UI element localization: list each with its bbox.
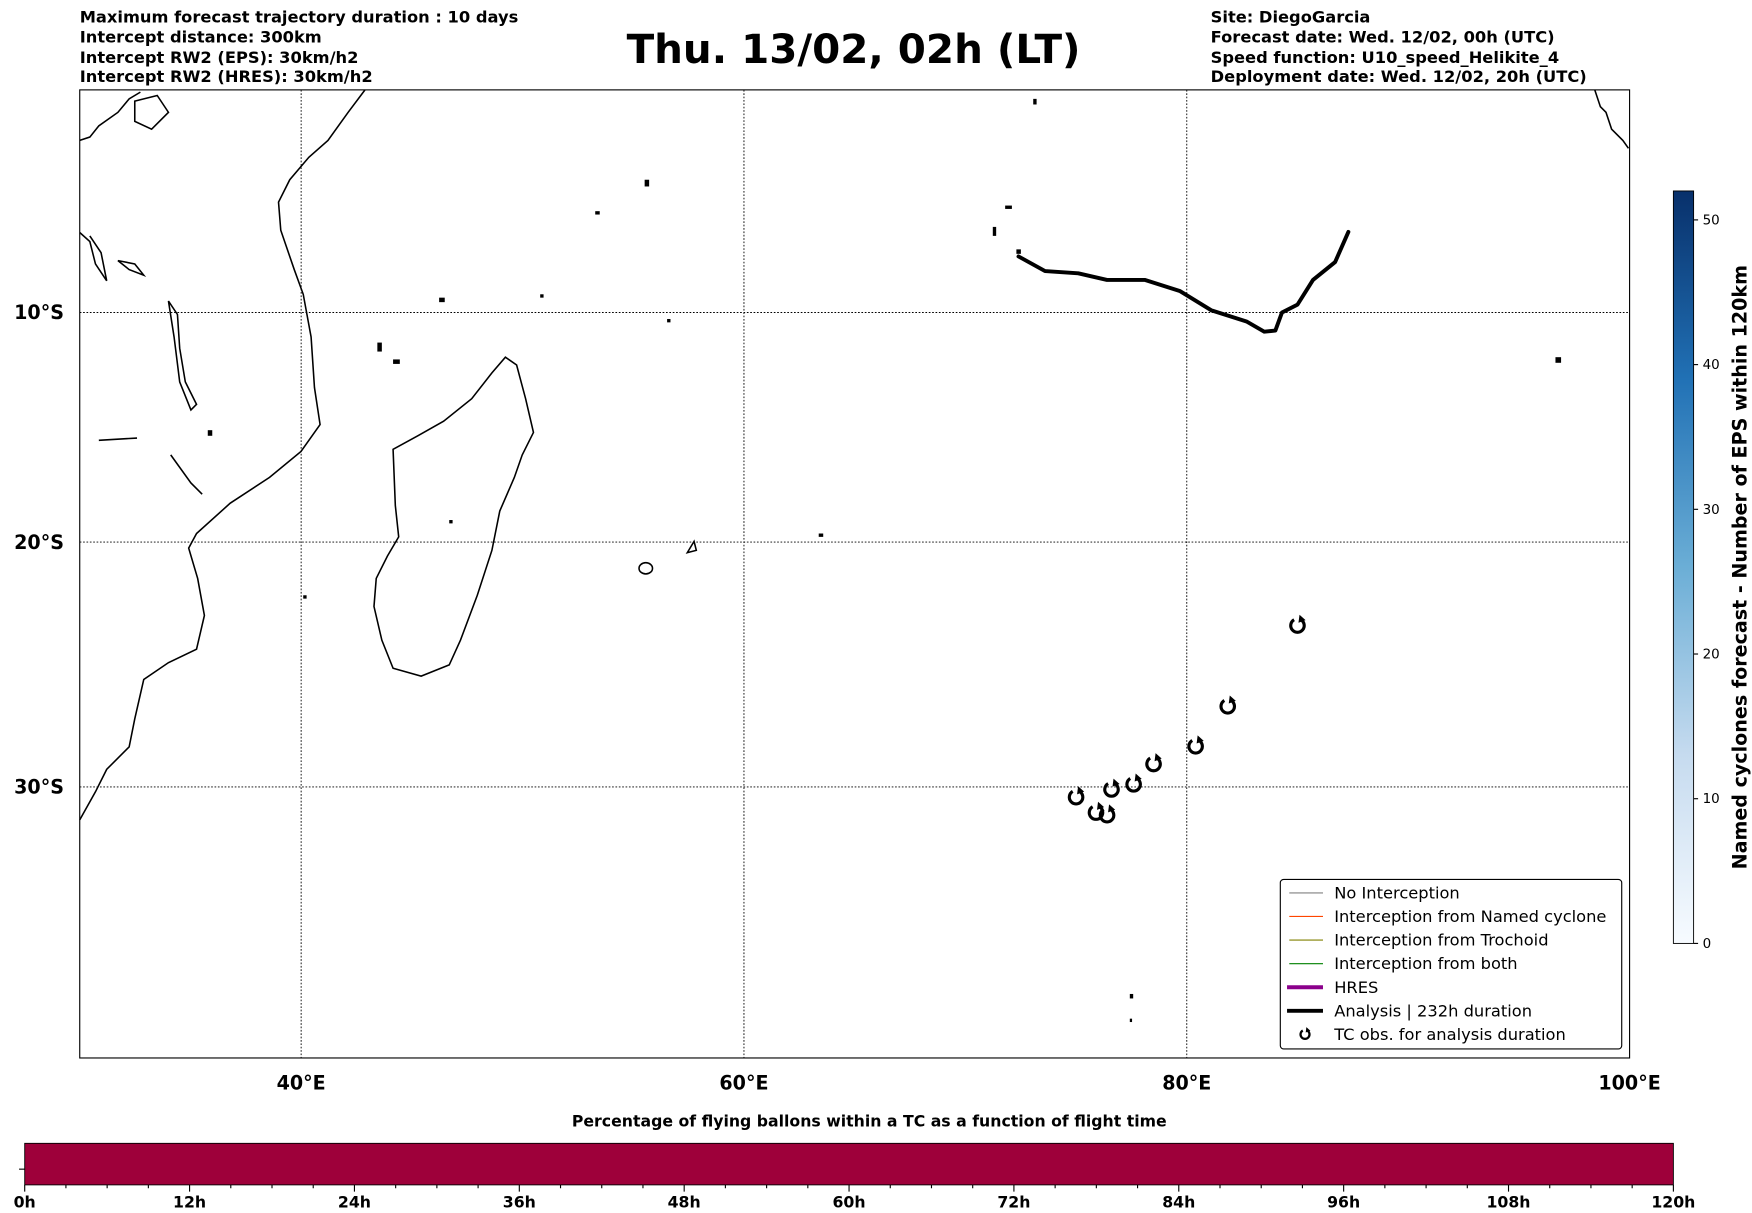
figure-title: Thu. 13/02, 02h (LT): [627, 25, 1081, 73]
colorbar-tick-label: 0: [1703, 936, 1712, 952]
tc-obs-marker-arrowhead: [1112, 778, 1120, 787]
legend-label: No Interception: [1334, 884, 1460, 903]
legend-label: TC obs. for analysis duration: [1333, 1025, 1566, 1044]
colorbar-tick-label: 20: [1703, 647, 1720, 663]
header-right: Site: DiegoGarcia Forecast date: Wed. 12…: [1211, 8, 1587, 87]
y-tick-label: 30°S: [14, 776, 64, 799]
coast-misc: [98, 437, 203, 495]
flight-time-tick-label: 12h: [173, 1192, 206, 1211]
small-islands: [207, 98, 1562, 1023]
colorbar-ticks: 0 10 20 30 40 50: [1693, 212, 1720, 952]
legend-box: [1279, 878, 1623, 1050]
tc-obs-marker-icon: [1103, 778, 1120, 798]
y-tick-label: 20°S: [14, 531, 64, 554]
header-intercept-distance: Intercept distance: 300km: [80, 28, 322, 47]
tc-obs-marker-arrowhead: [1077, 786, 1085, 795]
tc-obs-layer: [1067, 614, 1306, 824]
header-deployment-date: Deployment date: Wed. 12/02, 20h (UTC): [1211, 67, 1587, 86]
tc-obs-marker-arrowhead: [1228, 695, 1236, 704]
x-tick-label: 100°E: [1598, 1071, 1660, 1094]
tc-obs-marker-icon: [1289, 614, 1306, 634]
tc-obs-marker-arrowhead: [1298, 614, 1306, 623]
tc-obs-marker-arc: [1219, 699, 1236, 715]
tc-obs-marker-arrowhead: [1154, 753, 1162, 762]
tc-obs-marker-icon: [1219, 695, 1236, 715]
flight-time-bar-fill: [24, 1142, 1674, 1186]
flight-time-tick-label: 120h: [1651, 1192, 1695, 1211]
tc-obs-marker-arrowhead: [1097, 801, 1105, 810]
tc-obs-marker-arc: [1187, 739, 1204, 755]
coast-somali-horn: [79, 231, 147, 282]
coastlines: [79, 89, 1630, 1023]
tc-obs-marker-arrowhead: [1134, 773, 1142, 782]
y-tick-label: 10°S: [14, 301, 64, 324]
map: 40°E 60°E 80°E 100°E 10°S 20°S 30°S No Interce…: [14, 89, 1661, 1094]
flight-time-tick-label: 60h: [833, 1192, 866, 1211]
header-rw2-hres: Intercept RW2 (HRES): 30km/h2: [80, 67, 373, 86]
tc-obs-marker-arc: [1145, 756, 1162, 773]
header-max-duration: Maximum forecast trajectory duration : 1…: [80, 8, 519, 27]
map-gridlines: [79, 89, 1630, 1058]
legend: No Interception Interception from Named c…: [1279, 878, 1623, 1050]
flight-time-tick-label: 48h: [668, 1192, 701, 1211]
colorbar-label: Named cyclones forecast - Number of EPS …: [1728, 265, 1751, 869]
colorbar: 0 10 20 30 40 50 Named cyclones forecast - Nu…: [1672, 190, 1751, 952]
tc-obs-marker-icon: [1299, 1027, 1311, 1040]
island-mauritius: [685, 539, 698, 554]
tc-obs-marker-arc: [1299, 1029, 1311, 1040]
coast-somalia-north: [79, 91, 170, 142]
flight-time-bar-title: Percentage of flying ballons within a TC…: [572, 1111, 1167, 1130]
tc-obs-marker-arrowhead: [1305, 1027, 1311, 1033]
x-tick-label: 60°E: [719, 1071, 768, 1094]
coast-india-tip: [1594, 89, 1630, 149]
legend-label: Interception from Trochoid: [1334, 931, 1548, 950]
header-left: Maximum forecast trajectory duration : 1…: [80, 8, 519, 87]
flight-time-tick-label: 72h: [997, 1192, 1030, 1211]
analysis-track-layer: [1016, 229, 1351, 334]
coast-africa: [79, 89, 366, 821]
coast-madagascar: [373, 356, 535, 677]
flight-time-tick-label: 96h: [1327, 1192, 1360, 1211]
tc-obs-marker-arc: [1289, 618, 1306, 634]
map-axis-ticks: 40°E 60°E 80°E 100°E 10°S 20°S 30°S: [14, 301, 1661, 1094]
header-rw2-eps: Intercept RW2 (EPS): 30km/h2: [80, 48, 359, 67]
tc-obs-marker-arc: [1098, 808, 1116, 824]
tc-obs-marker-icon: [1098, 804, 1116, 824]
colorbar-tick-label: 30: [1703, 502, 1720, 518]
tc-obs-marker-arc: [1067, 789, 1085, 806]
coast-mozambique-channel: [167, 300, 198, 412]
tc-obs-marker-arrowhead: [1108, 804, 1116, 813]
flight-time-tick-label: 24h: [338, 1192, 371, 1211]
island-reunion: [638, 561, 654, 575]
header-site: Site: DiegoGarcia: [1211, 8, 1371, 27]
header-speed-function: Speed function: U10_speed_Helikite_4: [1211, 48, 1559, 67]
colorbar-tick-label: 40: [1703, 357, 1720, 373]
flight-time-tick-label: 36h: [503, 1192, 536, 1211]
tc-obs-marker-arrowhead: [1196, 735, 1204, 744]
flight-time-tick-label: 0h: [14, 1192, 36, 1211]
tc-obs-marker-arc: [1103, 782, 1120, 798]
tc-obs-marker-icon: [1067, 786, 1085, 806]
analysis-track-line: [1016, 229, 1351, 334]
header-forecast-date: Forecast date: Wed. 12/02, 00h (UTC): [1211, 28, 1555, 47]
legend-label: Analysis | 232h duration: [1334, 1001, 1532, 1020]
tc-obs-marker-arc: [1125, 777, 1142, 793]
flight-time-tick-label: 84h: [1162, 1192, 1195, 1211]
colorbar-tick-label: 50: [1703, 212, 1720, 228]
legend-label: Interception from both: [1334, 954, 1517, 973]
x-tick-label: 40°E: [277, 1071, 326, 1094]
tc-obs-marker-icon: [1125, 773, 1142, 793]
map-border: [79, 89, 1631, 1059]
flight-time-ticks: 0h 12h 24h 36h 48h 60h 72h 84h 96h 108h 120h: [14, 1184, 1695, 1211]
colorbar-tick-label: 10: [1703, 791, 1720, 807]
x-tick-label: 80°E: [1162, 1071, 1211, 1094]
legend-label: HRES: [1334, 978, 1378, 997]
tc-obs-marker-icon: [1145, 753, 1162, 773]
tc-obs-marker-icon: [1187, 735, 1204, 755]
legend-label: Interception from Named cyclone: [1334, 907, 1606, 926]
flight-time-tick-label: 108h: [1487, 1192, 1531, 1211]
colorbar-gradient: [1672, 190, 1695, 944]
flight-time-bar: Percentage of flying ballons within a TC…: [14, 1111, 1696, 1211]
